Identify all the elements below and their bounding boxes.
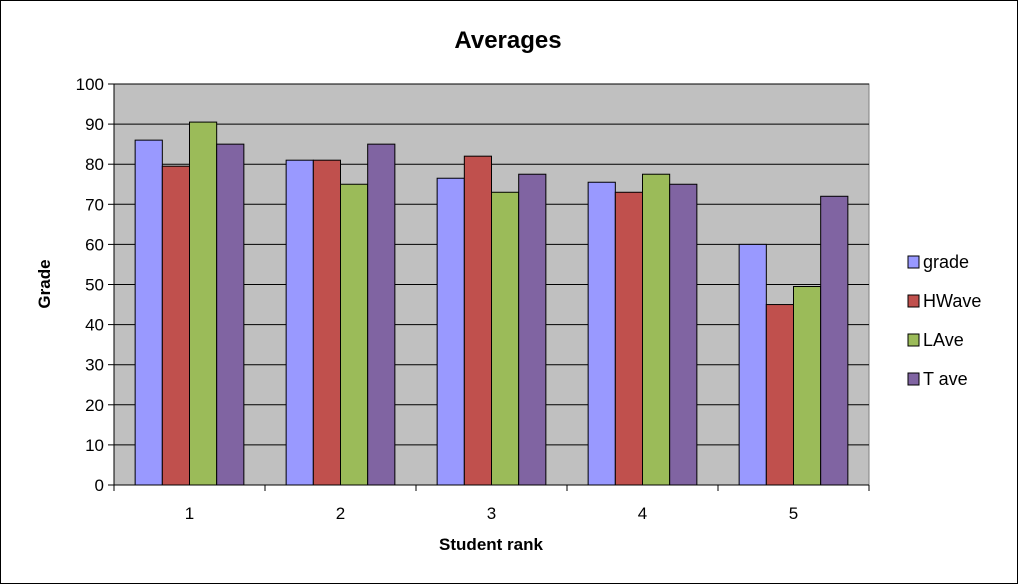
- bar-t-ave-5: [820, 195, 849, 486]
- bar-grade-5: [738, 243, 767, 486]
- x-tick-label: 3: [487, 504, 496, 523]
- y-tick-label: 50: [85, 276, 104, 295]
- bar-hwave-2: [312, 159, 342, 486]
- bar-t-ave-4: [669, 183, 698, 486]
- legend-label: HWave: [923, 291, 981, 311]
- y-tick-label: 60: [85, 235, 104, 254]
- bar-hwave-4: [614, 191, 644, 486]
- y-tick-label: 20: [85, 396, 104, 415]
- y-tick-label: 70: [85, 195, 104, 214]
- x-tick-label: 4: [638, 504, 647, 523]
- legend-label: T ave: [923, 369, 968, 389]
- bar-lave-4: [642, 173, 671, 486]
- chart-title: Averages: [454, 27, 561, 54]
- y-axis-title: Grade: [35, 259, 54, 308]
- bar-grade-2: [285, 159, 314, 486]
- bar-t-ave-2: [367, 143, 396, 486]
- legend-swatch: [907, 372, 920, 386]
- legend-swatch: [907, 255, 920, 269]
- legend-label: grade: [923, 252, 969, 272]
- bar-lave-5: [793, 286, 822, 486]
- bar-hwave-5: [765, 304, 795, 486]
- y-tick-label: 10: [85, 436, 104, 455]
- x-tick-label: 1: [185, 504, 194, 523]
- x-axis-title: Student rank: [439, 535, 543, 554]
- bar-lave-1: [189, 121, 218, 486]
- bar-hwave-1: [161, 165, 191, 486]
- bar-grade-1: [134, 139, 163, 486]
- legend-swatch: [907, 294, 920, 308]
- bar-t-ave-1: [216, 143, 245, 486]
- y-axis: 0 10 20 30 40 50 60 70 80 90 100: [76, 75, 114, 495]
- y-tick-label: 30: [85, 356, 104, 375]
- x-tick-label: 2: [336, 504, 345, 523]
- y-tick-label: 90: [85, 115, 104, 134]
- bar-lave-3: [491, 191, 520, 486]
- bar-grade-4: [587, 181, 616, 486]
- y-tick-label: 0: [95, 476, 104, 495]
- y-tick-label: 80: [85, 155, 104, 174]
- legend-swatch: [907, 333, 920, 347]
- bar-grade-3: [436, 177, 465, 486]
- x-tick-label: 5: [789, 504, 798, 523]
- bar-t-ave-3: [518, 173, 547, 486]
- legend: grade HWave LAve T ave: [907, 252, 981, 389]
- y-tick-label: 100: [76, 75, 104, 94]
- legend-label: LAve: [923, 330, 964, 350]
- bar-lave-2: [340, 183, 369, 486]
- x-axis: 1 2 3 4 5: [113, 485, 870, 523]
- bar-hwave-3: [463, 155, 493, 486]
- y-tick-label: 40: [85, 316, 104, 335]
